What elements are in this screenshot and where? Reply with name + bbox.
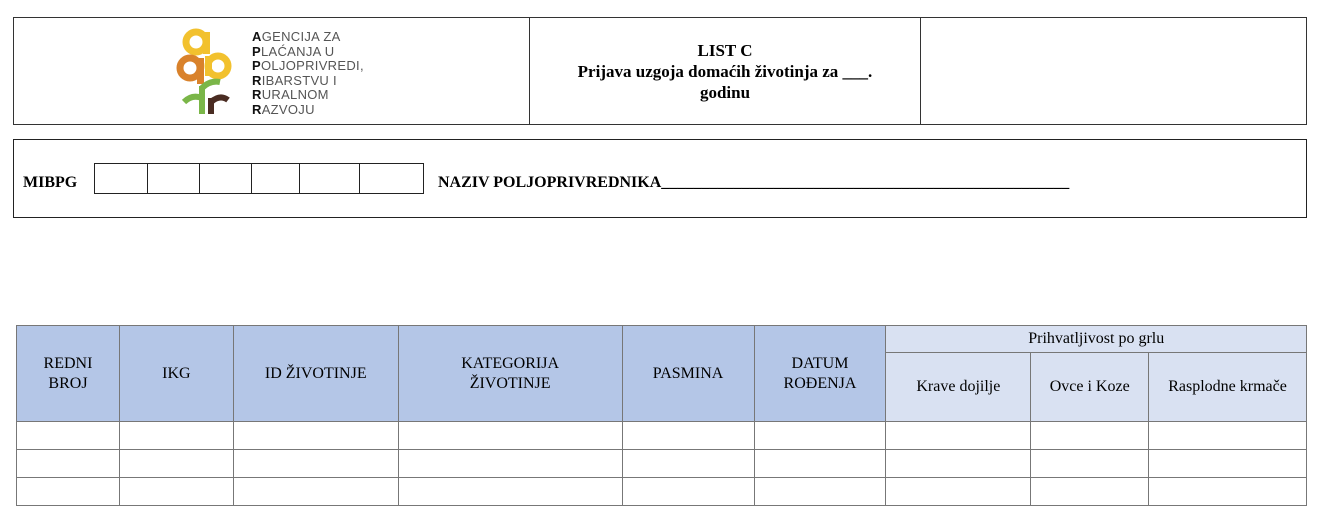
table-cell[interactable] (1148, 421, 1307, 450)
title-line: LIST C (697, 40, 753, 60)
table-cell[interactable] (753, 449, 887, 478)
farmer-id-section: MIBPG NAZIV POLJOPRIVREDNIKA____________… (13, 139, 1307, 218)
col-header-id-zivotinje: ID ŽIVOTINJE (232, 325, 399, 422)
col-header-pasmina: PASMINA (621, 325, 755, 422)
form-header: AGENCIJA ZA PLAĆANJA U POLJOPRIVREDI, RI… (13, 17, 1307, 125)
table-cell[interactable] (753, 421, 887, 450)
table-cell[interactable] (397, 477, 623, 506)
table-cell[interactable] (621, 477, 755, 506)
mibpg-digit-box[interactable] (252, 164, 300, 193)
table-cell[interactable] (232, 477, 399, 506)
mibpg-digit-box[interactable] (95, 164, 148, 193)
table-cell[interactable] (118, 477, 234, 506)
table-cell[interactable] (885, 421, 1032, 450)
table-row (16, 477, 1307, 506)
logo-cell: AGENCIJA ZA PLAĆANJA U POLJOPRIVREDI, RI… (14, 18, 530, 124)
table-cell[interactable] (118, 449, 234, 478)
empty-header-cell (921, 18, 1306, 124)
form-title: LIST C Prijava uzgoja domaćih životinja … (530, 18, 921, 124)
apprr-logo-icon (176, 28, 232, 114)
col-header-datum-rodjenja: DATUM ROĐENJA (753, 325, 887, 422)
title-line: godinu (699, 82, 751, 102)
col-header-ikg: IKG (118, 325, 234, 422)
table-cell[interactable] (16, 477, 120, 506)
subcol-header-krave-dojilje: Krave dojilje (885, 352, 1032, 422)
table-cell[interactable] (16, 449, 120, 478)
table-cell[interactable] (232, 449, 399, 478)
table-cell[interactable] (397, 421, 623, 450)
col-header-kategorija: KATEGORIJA ŽIVOTINJE (397, 325, 623, 422)
table-cell[interactable] (1148, 449, 1307, 478)
table-cell[interactable] (621, 421, 755, 450)
mibpg-label: MIBPG (23, 174, 78, 191)
table-row (16, 421, 1307, 450)
table-cell[interactable] (118, 421, 234, 450)
table-cell[interactable] (1148, 477, 1307, 506)
table-cell[interactable] (885, 477, 1032, 506)
mibpg-input-boxes (94, 163, 424, 194)
table-row (16, 449, 1307, 478)
farmer-name-field[interactable]: NAZIV POLJOPRIVREDNIKA__________________… (438, 174, 1070, 191)
table-cell[interactable] (885, 449, 1032, 478)
table-cell[interactable] (753, 477, 887, 506)
table-cell[interactable] (1030, 477, 1150, 506)
subcol-header-rasplodne-krmace: Rasplodne krmače (1148, 352, 1307, 422)
table-cell[interactable] (16, 421, 120, 450)
subcol-header-ovce-koze: Ovce i Koze (1030, 352, 1150, 422)
table-cell[interactable] (232, 421, 399, 450)
group-header-prihvatljivost: Prihvatljivost po grlu (885, 325, 1307, 353)
table-cell[interactable] (621, 449, 755, 478)
table-cell[interactable] (397, 449, 623, 478)
logo-text: AGENCIJA ZA PLAĆANJA U POLJOPRIVREDI, RI… (252, 29, 364, 117)
animals-table: REDNI BROJ IKG ID ŽIVOTINJE KATEGORIJA Ž… (16, 325, 1307, 506)
table-cell[interactable] (1030, 449, 1150, 478)
title-line: Prijava uzgoja domaćih životinja za ___. (577, 61, 873, 81)
mibpg-digit-box[interactable] (300, 164, 360, 193)
mibpg-digit-box[interactable] (200, 164, 252, 193)
mibpg-digit-box[interactable] (360, 164, 423, 193)
table-cell[interactable] (1030, 421, 1150, 450)
mibpg-digit-box[interactable] (148, 164, 200, 193)
col-header-redni-broj: REDNI BROJ (16, 325, 120, 422)
